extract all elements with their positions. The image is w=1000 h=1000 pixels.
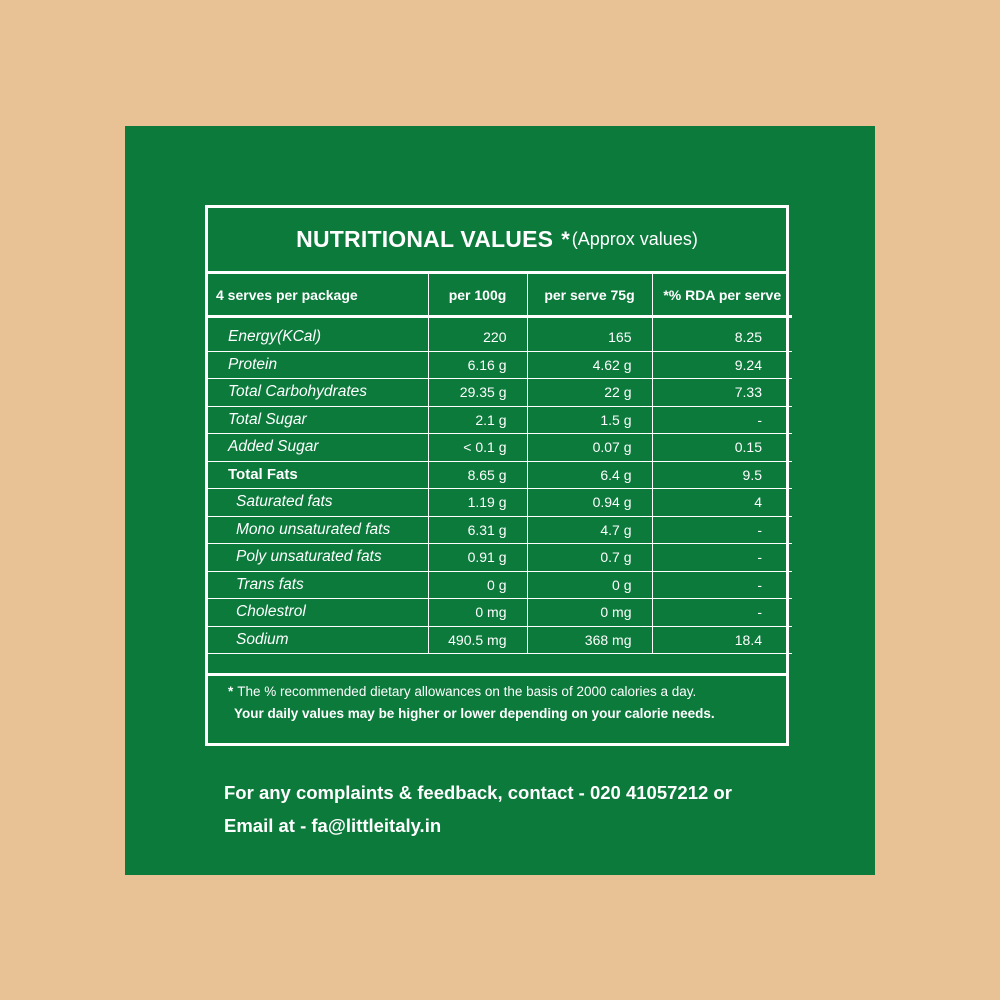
value-per-serve: 165	[526, 316, 653, 352]
value-per-serve: 0 mg	[526, 598, 653, 627]
value-rda: -	[651, 543, 792, 572]
value-per-serve: 6.4 g	[526, 460, 653, 489]
value-per-100g: 220	[427, 316, 528, 352]
footnote-line-1: * The % recommended dietary allowances on…	[228, 684, 786, 699]
nutrient-name: Total Carbohydrates	[208, 378, 429, 407]
value-per-serve: 22 g	[526, 378, 653, 407]
header-per-100g: per 100g	[427, 274, 528, 318]
footnote-rda-text: The % recommended dietary allowances on …	[237, 684, 697, 699]
value-per-100g: 0 g	[427, 570, 528, 599]
value-rda: -	[651, 405, 792, 434]
value-per-100g: 6.16 g	[427, 350, 528, 379]
table-row: Energy(KCal) 220 165 8.25	[208, 316, 792, 352]
table-row: Trans fats 0 g 0 g -	[208, 570, 792, 599]
value-per-100g: 490.5 mg	[427, 625, 528, 654]
nutrient-name: Cholestrol	[208, 598, 429, 627]
value-rda: 18.4	[651, 625, 792, 654]
value-per-100g: 6.31 g	[427, 515, 528, 544]
header-serves: 4 serves per package	[208, 274, 429, 318]
value-per-100g: 0 mg	[427, 598, 528, 627]
contact-email-line: Email at - fa@littleitaly.in	[224, 815, 442, 836]
nutrition-card: NUTRITIONAL VALUES * (Approx values) 4 s…	[205, 205, 792, 746]
table-row: Total Fats 8.65 g 6.4 g 9.5	[208, 460, 792, 489]
contact-phone-line: For any complaints & feedback, contact -…	[224, 782, 732, 803]
value-per-serve: 1.5 g	[526, 405, 653, 434]
value-rda: 8.25	[651, 316, 792, 352]
table-row: Added Sugar < 0.1 g 0.07 g 0.15	[208, 433, 792, 462]
value-rda: 7.33	[651, 378, 792, 407]
title-main: NUTRITIONAL VALUES	[296, 226, 554, 252]
table-row: Saturated fats 1.19 g 0.94 g 4	[208, 488, 792, 517]
nutrient-name: Protein	[208, 350, 429, 379]
nutrient-name: Poly unsaturated fats	[208, 543, 429, 572]
footnote-asterisk: *	[228, 684, 234, 699]
value-per-100g: 29.35 g	[427, 378, 528, 407]
value-rda: -	[651, 515, 792, 544]
value-per-serve: 0.7 g	[526, 543, 653, 572]
value-rda: -	[651, 598, 792, 627]
value-rda: 9.24	[651, 350, 792, 379]
nutrient-name: Total Sugar	[208, 405, 429, 434]
table-row: Total Sugar 2.1 g 1.5 g -	[208, 405, 792, 434]
footnote-line-2: Your daily values may be higher or lower…	[234, 706, 715, 721]
value-per-serve: 4.62 g	[526, 350, 653, 379]
value-per-serve: 4.7 g	[526, 515, 653, 544]
nutrient-name: Trans fats	[208, 570, 429, 599]
value-per-serve: 0.94 g	[526, 488, 653, 517]
nutrient-name: Energy(KCal)	[208, 316, 429, 352]
title-asterisk: *	[561, 226, 570, 252]
nutrient-name: Sodium	[208, 625, 429, 654]
table-row: Cholestrol 0 mg 0 mg -	[208, 598, 792, 627]
value-rda: 0.15	[651, 433, 792, 462]
value-rda: -	[651, 570, 792, 599]
nutrition-table: 4 serves per package per 100g per serve …	[208, 274, 792, 654]
title-subtitle: (Approx values)	[571, 229, 698, 249]
value-per-100g: 0.91 g	[427, 543, 528, 572]
table-row: Sodium 490.5 mg 368 mg 18.4	[208, 625, 792, 654]
value-per-serve: 0.07 g	[526, 433, 653, 462]
contact-info: For any complaints & feedback, contact -…	[224, 776, 732, 842]
table-row: Poly unsaturated fats 0.91 g 0.7 g -	[208, 543, 792, 572]
nutrient-name: Total Fats	[208, 460, 429, 489]
table-row: Mono unsaturated fats 6.31 g 4.7 g -	[208, 515, 792, 544]
footnote: * The % recommended dietary allowances on…	[208, 673, 786, 743]
value-per-100g: 1.19 g	[427, 488, 528, 517]
value-rda: 4	[651, 488, 792, 517]
table-header-row: 4 serves per package per 100g per serve …	[208, 274, 792, 318]
header-rda: *% RDA per serve	[651, 274, 792, 318]
nutrient-name: Added Sugar	[208, 433, 429, 462]
nutrient-name: Mono unsaturated fats	[208, 515, 429, 544]
header-per-serve: per serve 75g	[526, 274, 653, 318]
nutrient-name: Saturated fats	[208, 488, 429, 517]
value-rda: 9.5	[651, 460, 792, 489]
value-per-100g: 8.65 g	[427, 460, 528, 489]
value-per-serve: 0 g	[526, 570, 653, 599]
nutrition-title: NUTRITIONAL VALUES * (Approx values)	[208, 208, 786, 274]
table-row: Protein 6.16 g 4.62 g 9.24	[208, 350, 792, 379]
value-per-100g: 2.1 g	[427, 405, 528, 434]
value-per-serve: 368 mg	[526, 625, 653, 654]
table-row: Total Carbohydrates 29.35 g 22 g 7.33	[208, 378, 792, 407]
label-panel: NUTRITIONAL VALUES * (Approx values) 4 s…	[125, 126, 875, 875]
value-per-100g: < 0.1 g	[427, 433, 528, 462]
